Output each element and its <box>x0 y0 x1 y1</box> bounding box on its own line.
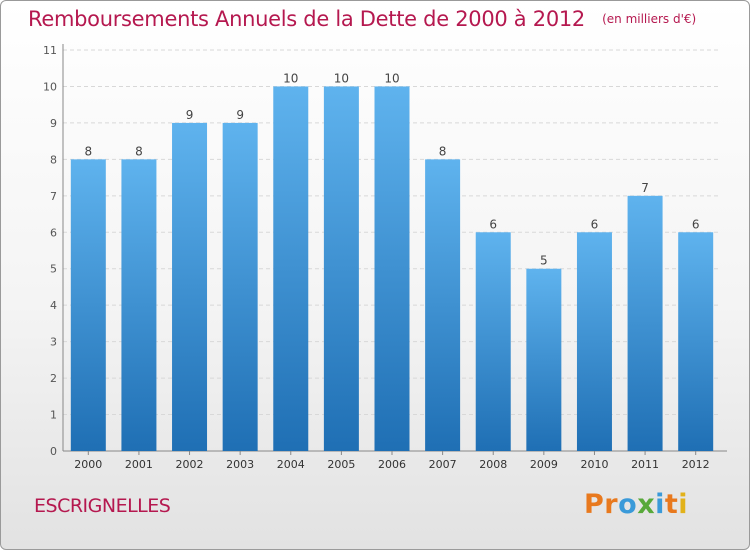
x-tick-label: 2012 <box>682 458 710 471</box>
y-tick-label: 8 <box>50 153 57 166</box>
y-tick-label: 0 <box>50 445 57 458</box>
chart-title: Remboursements Annuels de la Dette de 20… <box>28 7 585 31</box>
y-tick-label: 9 <box>50 117 57 130</box>
data-label: 8 <box>84 144 92 158</box>
x-tick-label: 2002 <box>176 458 204 471</box>
title-row: Remboursements Annuels de la Dette de 20… <box>28 7 696 31</box>
bar <box>627 195 663 451</box>
data-label: 10 <box>334 71 349 85</box>
bar <box>121 159 157 451</box>
x-tick-label: 2003 <box>226 458 254 471</box>
x-tick-label: 2007 <box>429 458 457 471</box>
y-tick-label: 5 <box>50 263 57 276</box>
x-tick-label: 2004 <box>277 458 305 471</box>
x-tick-label: 2006 <box>378 458 406 471</box>
logo-letter: i <box>655 489 665 520</box>
data-label: 8 <box>135 144 143 158</box>
data-label: 10 <box>384 71 399 85</box>
x-tick-label: 2010 <box>580 458 608 471</box>
labels: 0 1 2 3 4 5 6 7 8 9 10 11 8 2000 8 2001 9 2002 9 2003 10 2004… <box>43 44 710 471</box>
logo-letter: P <box>584 489 605 520</box>
logo-letter: x <box>637 489 656 520</box>
y-tick-label: 2 <box>50 372 57 385</box>
bar <box>374 86 410 452</box>
x-tick-label: 2005 <box>327 458 355 471</box>
bar <box>576 232 612 451</box>
y-tick-label: 6 <box>50 226 57 239</box>
logo-letter: r <box>604 489 619 520</box>
x-tick-label: 2001 <box>125 458 153 471</box>
chart-subtitle: (en milliers d'€) <box>602 12 697 26</box>
logo-letter: o <box>618 489 638 520</box>
data-label: 9 <box>236 108 244 122</box>
data-label: 6 <box>591 217 599 231</box>
data-label: 9 <box>186 108 194 122</box>
x-tick-label: 2000 <box>74 458 102 471</box>
data-label: 6 <box>692 217 700 231</box>
bar <box>172 122 208 451</box>
y-tick-label: 10 <box>43 80 57 93</box>
data-label: 5 <box>540 254 548 268</box>
bar <box>425 159 461 451</box>
logo-letter: i <box>678 489 689 520</box>
bar <box>526 268 562 451</box>
y-tick-label: 4 <box>50 299 57 312</box>
bar <box>323 86 359 452</box>
x-tick-label: 2008 <box>479 458 507 471</box>
bar <box>678 232 714 451</box>
y-tick-label: 1 <box>50 409 57 422</box>
logo-letter: t <box>664 489 679 520</box>
x-tick-label: 2011 <box>631 458 659 471</box>
bar <box>475 232 511 451</box>
bar <box>273 86 309 452</box>
y-tick-label: 11 <box>43 44 57 57</box>
x-tick-label: 2009 <box>530 458 558 471</box>
bar <box>222 122 258 451</box>
bar <box>70 159 106 451</box>
data-label: 7 <box>641 181 649 195</box>
data-label: 10 <box>283 71 298 85</box>
data-label: 8 <box>439 144 447 158</box>
proxiti-logo: Proxiti <box>584 489 688 520</box>
commune-name: ESCRIGNELLES <box>34 495 171 517</box>
y-tick-label: 3 <box>50 336 57 349</box>
data-label: 6 <box>489 217 497 231</box>
bars <box>70 86 714 452</box>
y-tick-label: 7 <box>50 190 57 203</box>
